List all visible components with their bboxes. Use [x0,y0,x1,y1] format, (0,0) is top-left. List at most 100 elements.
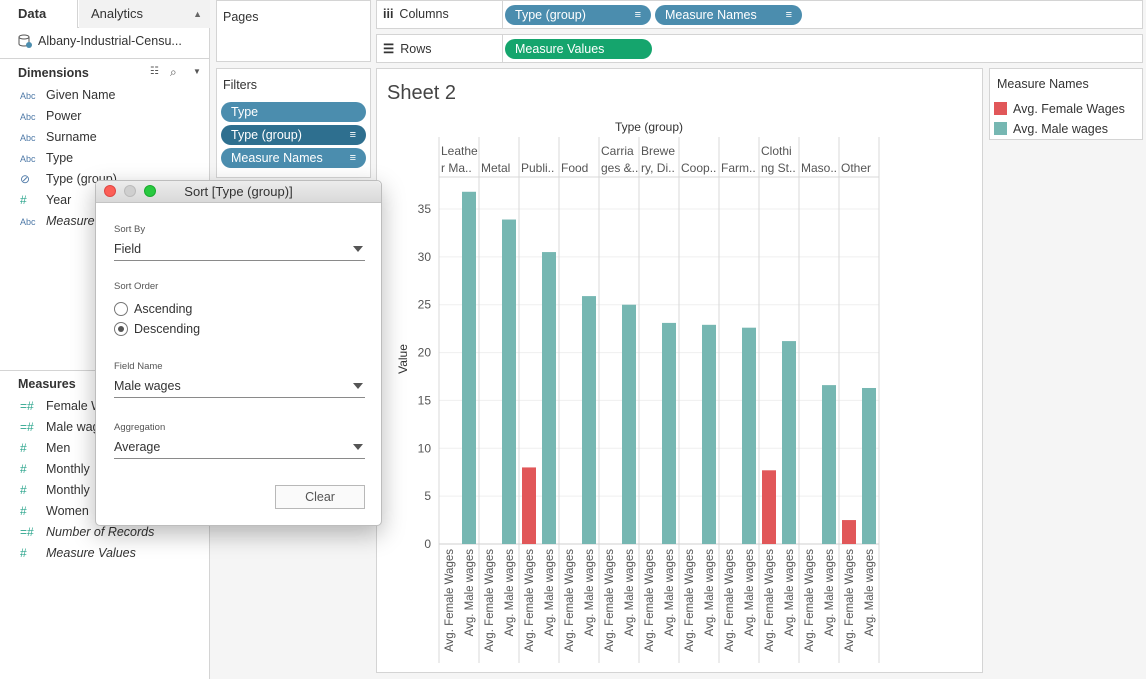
x-measure-label: Avg. Female Wages [444,549,456,652]
measures-title: Measures [18,377,76,391]
sort-by-select[interactable]: Field [114,239,365,261]
y-tick-label: 25 [418,298,432,312]
number-type-icon: # [20,441,27,455]
filters-shelf[interactable]: Filters Type Type (group) ≡ Measure Names… [216,68,371,178]
filters-label: Filters [223,78,258,92]
field-label: Measure Values [46,546,136,560]
divider [502,35,503,62]
tab-data[interactable]: Data [0,0,78,28]
dimension-field[interactable]: Abc Type [20,148,73,168]
legend-swatch [994,102,1007,115]
x-measure-label: Avg. Male wages [824,549,836,637]
column-header-label: Carria [601,144,634,158]
bar-male [662,322,676,544]
pages-shelf[interactable]: Pages [216,0,371,62]
chart-title: Type (group) [615,120,683,134]
column-header-label: Metal [481,161,510,175]
ascending-radio[interactable]: Ascending [114,301,192,317]
datasource-name: Albany-Industrial-Censu... [38,34,182,48]
column-pill-type-group[interactable]: Type (group) ≡ [505,5,651,25]
legend-title: Measure Names [997,77,1089,91]
rows-label-text: Rows [400,42,432,56]
filter-pill-type[interactable]: Type [221,102,366,122]
column-header-label: Farm.. [721,161,756,175]
minimize-icon [124,185,136,197]
x-measure-label: Avg. Female Wages [804,549,816,652]
sort-by-label: Sort By [114,224,146,235]
filter-pill-label: Measure Names [231,151,323,165]
column-pill-measure-names[interactable]: Measure Names ≡ [655,5,802,25]
descending-radio[interactable]: Descending [114,321,200,337]
bar-male [542,252,556,545]
legend-item-female[interactable]: Avg. Female Wages [994,102,1125,116]
measure-field[interactable]: # Men [20,438,70,458]
field-label: Women [46,504,89,518]
tab-analytics[interactable]: Analytics ▲ [79,0,210,28]
measure-field[interactable]: # Monthly [20,480,90,500]
dialog-titlebar[interactable]: Sort [Type (group)] [96,181,381,203]
measure-field[interactable]: # Monthly [20,459,90,479]
dimensions-title: Dimensions [18,66,89,80]
dropdown-caret-icon [353,383,363,389]
x-measure-label: Avg. Male wages [504,549,516,637]
x-measure-label: Avg. Female Wages [724,549,736,652]
string-type-icon: Abc [20,217,36,227]
pages-label: Pages [223,10,259,24]
search-icon[interactable]: ⌕ [170,65,177,79]
bar-female [842,520,856,544]
aggregation-label: Aggregation [114,422,166,433]
measure-field[interactable]: # Measure Values [20,543,136,563]
dimension-field[interactable]: Abc Given Name [20,85,115,105]
y-tick-label: 10 [418,441,432,455]
column-header-label: Brewe [641,144,675,158]
column-header-label: Clothi [761,144,792,158]
row-pill-measure-values[interactable]: Measure Values [505,39,652,59]
x-measure-label: Avg. Male wages [664,549,676,637]
view-toggle-icon[interactable]: ☷ [150,66,159,77]
tab-analytics-label: Analytics [91,6,144,21]
field-label: Monthly [46,462,90,476]
legend-label: Avg. Male wages [1013,122,1108,136]
close-icon[interactable] [104,185,116,197]
measure-field[interactable]: =# Number of Records [20,522,154,542]
field-name-select[interactable]: Male wages [114,376,365,398]
y-tick-label: 30 [418,250,432,264]
legend-item-male[interactable]: Avg. Male wages [994,122,1108,136]
x-measure-label: Avg. Male wages [704,549,716,637]
columns-shelf[interactable]: iii Columns Type (group) ≡ Measure Names ≡ [376,0,1143,29]
sort-icon: ≡ [785,9,792,21]
filter-pill-measure-names[interactable]: Measure Names ≡ [221,148,366,168]
rows-shelf[interactable]: ☰ Rows Measure Values [376,34,1143,63]
ascending-label: Ascending [134,302,193,316]
datasource-icon [18,34,32,48]
measure-field[interactable]: # Women [20,501,89,521]
field-label: Number of Records [46,525,155,539]
dimension-field[interactable]: Abc Surname [20,127,97,147]
field-label: Year [46,193,72,207]
filter-pill-type-group[interactable]: Type (group) ≡ [221,125,366,145]
string-type-icon: Abc [20,154,36,164]
filter-pill-label: Type (group) [231,128,302,142]
y-tick-label: 0 [424,537,431,551]
dimension-field[interactable]: # Year [20,190,71,210]
column-header-label: ry, Di.. [641,161,675,175]
rows-label: ☰ Rows [383,41,431,56]
x-measure-label: Avg. Female Wages [844,549,856,652]
sort-dialog: Sort [Type (group)] Sort By Field Sort O… [95,180,382,526]
string-type-icon: Abc [20,112,36,122]
datasource[interactable]: Albany-Industrial-Censu... [18,34,182,48]
column-header-label: ng St.. [761,161,796,175]
column-header-label: Food [561,161,588,175]
dimension-field[interactable]: Abc Power [20,106,81,126]
sort-icon: ≡ [349,129,356,141]
number-type-icon: # [20,193,27,207]
columns-label: iii Columns [383,7,449,21]
sort-order-label: Sort Order [114,281,159,292]
divider [0,58,210,59]
y-tick-label: 35 [418,202,432,216]
maximize-icon[interactable] [144,185,156,197]
aggregation-select[interactable]: Average [114,437,365,459]
x-measure-label: Avg. Female Wages [604,549,616,652]
clear-button[interactable]: Clear [275,485,365,509]
chevron-down-icon[interactable]: ▼ [193,67,201,76]
